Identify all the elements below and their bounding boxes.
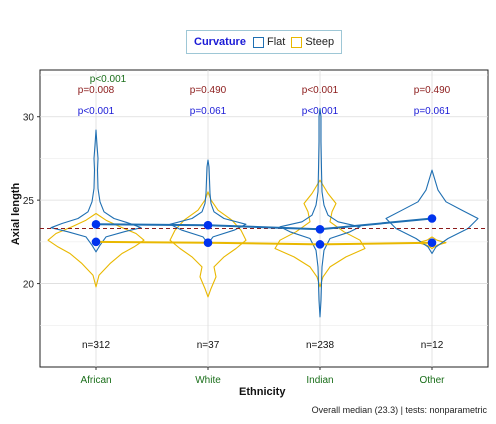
annotations: p<0.001p=0.008p<0.001n=312p=0.490p=0.061…: [78, 74, 451, 351]
legend-key-steep: [291, 36, 303, 48]
median-connecting-lines: [95, 217, 433, 246]
p-value-top-other: p=0.490: [414, 85, 451, 96]
p-value-bottom-african: p<0.001: [78, 106, 115, 117]
y-axis: 20 25 30: [23, 113, 40, 291]
p-value-top-white: p=0.490: [190, 85, 227, 96]
x-tick-label-indian: Indian: [306, 375, 333, 386]
legend-key-flat: [252, 36, 264, 48]
p-value-bottom-other: p=0.061: [414, 106, 451, 117]
y-axis-label: Axial length: [10, 182, 22, 246]
median-point-flat-indian: [315, 225, 325, 234]
n-label-african: n=312: [82, 340, 111, 351]
violin-flat-white: [169, 159, 247, 245]
caption: Overall median (23.3) | tests: nonparame…: [311, 405, 487, 415]
median-point-steep-african: [91, 237, 101, 247]
y-tick-label: 30: [23, 113, 35, 124]
n-label-indian: n=238: [306, 340, 335, 351]
x-tick-label-african: African: [80, 375, 111, 386]
median-points: [91, 214, 437, 249]
x-axis-label: Ethnicity: [239, 386, 286, 398]
x-tick-label-other: Other: [419, 375, 445, 386]
p-value-bottom-indian: p<0.001: [302, 106, 339, 117]
violin-steep-white: [169, 191, 247, 298]
x-tick-label-white: White: [195, 375, 221, 386]
legend-title: Curvature: [194, 36, 246, 48]
median-point-flat-african: [91, 220, 101, 229]
median-point-flat-white: [203, 220, 213, 230]
x-axis: African White Indian Other: [80, 367, 445, 386]
steep-violins: [47, 179, 447, 298]
violin-flat-african: [50, 129, 142, 253]
legend-label-steep: Steep: [305, 36, 335, 48]
y-tick-label: 25: [23, 196, 35, 207]
n-label-other: n=12: [421, 340, 444, 351]
legend-label-flat: Flat: [266, 36, 286, 48]
legend: Curvature Flat Steep: [186, 30, 342, 54]
median-point-flat-other: [427, 214, 437, 223]
violin-steep-indian: [274, 179, 366, 288]
median-line-flat: [95, 217, 433, 231]
p-value-top-african: p=0.008: [78, 85, 115, 96]
p-value-overall: p<0.001: [90, 74, 127, 85]
flat-violins: [50, 107, 479, 318]
median-point-steep-indian: [315, 240, 325, 249]
violin-steep-african: [47, 212, 145, 288]
median-point-steep-other: [427, 238, 437, 247]
p-value-top-indian: p<0.001: [302, 85, 339, 96]
p-value-bottom-white: p=0.061: [190, 106, 227, 117]
violin-flat-indian: [279, 107, 361, 318]
median-point-steep-white: [203, 238, 213, 247]
n-label-white: n=37: [197, 340, 220, 351]
y-tick-label: 20: [23, 280, 35, 291]
median-line-steep: [95, 240, 433, 246]
